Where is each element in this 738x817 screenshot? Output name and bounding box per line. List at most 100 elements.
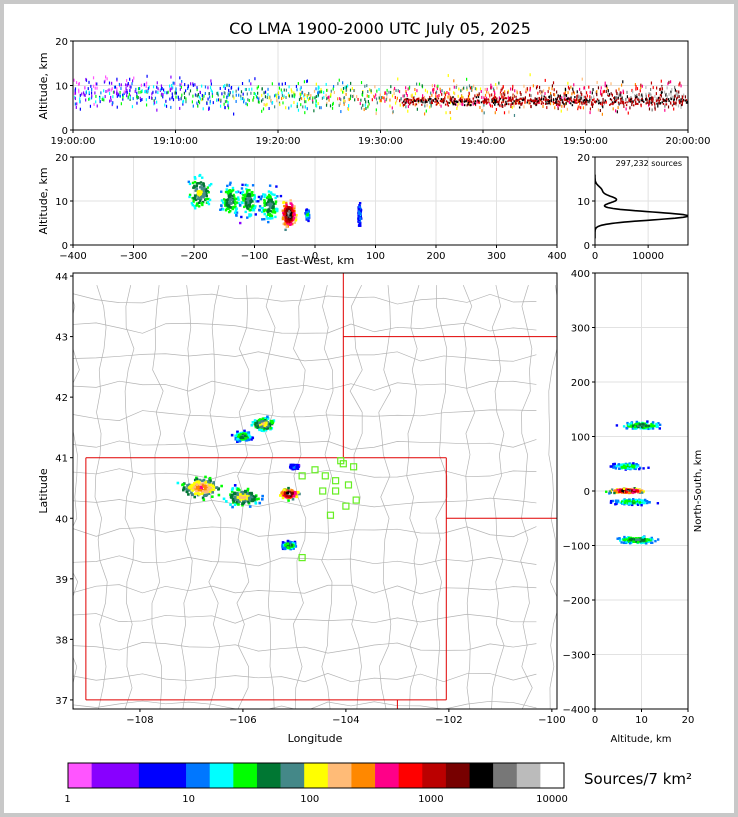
altitude-time-source — [418, 82, 421, 86]
altitude-time-source — [529, 86, 531, 90]
east-west-source — [224, 200, 227, 204]
altitude-time-source — [449, 94, 451, 98]
altitude-time-dense-source — [422, 96, 424, 99]
altitude-time-dense-source — [555, 97, 557, 100]
altitude-time-source — [513, 101, 515, 105]
altitude-time-source — [150, 96, 153, 100]
north-south-source — [635, 487, 638, 491]
altitude-time-dense-source — [663, 100, 665, 103]
north-south-source — [627, 423, 631, 426]
altitude-time-source — [323, 90, 325, 94]
altitude-time-source — [347, 84, 349, 88]
altitude-time-source — [152, 85, 155, 89]
altitude-time-source — [507, 91, 509, 95]
altitude-time-source — [317, 102, 319, 106]
altitude-time-dense-source — [653, 102, 656, 105]
plan-view-source — [236, 437, 239, 441]
east-west-xtick-label: 400 — [547, 251, 566, 262]
altitude-time-source — [591, 104, 594, 108]
plan-view-source — [208, 488, 211, 491]
plan-view-source — [190, 483, 193, 487]
altitude-time-source — [74, 91, 77, 95]
altitude-time-source — [140, 83, 143, 87]
altitude-time-source — [394, 101, 397, 105]
altitude-time-source — [423, 112, 426, 116]
altitude-time-source — [256, 86, 258, 90]
altitude-time-source — [184, 96, 186, 100]
altitude-time-source — [483, 103, 485, 107]
plan-view-source — [197, 492, 200, 495]
east-west-source — [253, 206, 257, 210]
east-west-source — [272, 205, 275, 208]
north-south-source — [634, 498, 637, 502]
colorbar-tick-label: 1 — [64, 794, 70, 805]
altitude-time-source — [235, 99, 237, 103]
altitude-time-source — [172, 98, 175, 102]
altitude-time-source — [125, 87, 127, 91]
east-west-source — [284, 228, 287, 232]
east-west-source — [245, 191, 249, 194]
altitude-time-dense-source — [421, 97, 423, 100]
altitude-time-source — [88, 80, 90, 84]
altitude-time-dense-source — [593, 100, 596, 103]
altitude-time-source — [175, 87, 177, 91]
altitude-time-dense-source — [548, 95, 550, 98]
altitude-time-source — [206, 102, 208, 106]
altitude-time-source — [110, 98, 112, 102]
east-west-source — [231, 194, 234, 198]
altitude-time-source — [306, 96, 309, 100]
altitude-time-source — [597, 86, 600, 90]
altitude-time-source — [580, 96, 582, 100]
east-west-source — [247, 203, 250, 207]
altitude-time-source — [293, 93, 295, 97]
east-west-source — [243, 197, 246, 200]
altitude-time-source — [436, 100, 439, 104]
altitude-time-source — [431, 84, 434, 88]
altitude-time-source — [449, 95, 452, 99]
north-south-source — [641, 423, 644, 426]
altitude-time-dense-source — [682, 98, 685, 101]
altitude-time-source — [343, 96, 346, 100]
altitude-time-source — [360, 98, 362, 102]
longitude-tick-label: −104 — [332, 715, 359, 726]
altitude-time-source — [591, 97, 593, 101]
altitude-time-source — [201, 93, 203, 97]
altitude-time-source — [164, 90, 166, 94]
plan-view-source — [240, 437, 243, 441]
east-west-source — [194, 198, 198, 202]
altitude-time-source — [170, 105, 172, 109]
altitude-time-dense-source — [405, 100, 408, 103]
altitude-time-dense-source — [645, 98, 647, 101]
north-south-source — [649, 427, 652, 430]
altitude-time-source — [229, 91, 231, 95]
altitude-time-dense-source — [651, 103, 653, 106]
plan-view-source — [243, 499, 247, 503]
altitude-time-source — [550, 94, 552, 98]
altitude-time-source — [126, 91, 128, 95]
altitude-time-dense-source — [501, 103, 503, 106]
altitude-time-dense-source — [630, 100, 632, 103]
altitude-time-xtick-label: 19:40:00 — [461, 136, 506, 147]
altitude-time-source — [75, 81, 78, 85]
altitude-time-source — [330, 93, 332, 97]
altitude-time-dense-source — [530, 99, 532, 102]
altitude-time-source — [281, 93, 284, 97]
altitude-time-source — [605, 100, 607, 104]
altitude-time-dense-source — [626, 101, 628, 104]
altitude-time-dense-source — [686, 100, 688, 103]
altitude-time-source — [148, 95, 150, 99]
altitude-time-dense-source — [650, 98, 652, 101]
east-west-source — [260, 210, 264, 214]
altitude-time-source — [455, 85, 457, 89]
altitude-time-source — [602, 97, 604, 101]
altitude-time-source — [502, 104, 504, 108]
east-west-source — [284, 219, 287, 222]
altitude-time-dense-source — [439, 99, 442, 102]
altitude-time-source — [530, 105, 532, 109]
altitude-time-source — [228, 83, 230, 87]
east-west-source — [246, 207, 249, 210]
plan-view-source — [205, 488, 208, 491]
north-south-source — [658, 423, 662, 427]
altitude-time-source — [161, 92, 163, 96]
altitude-time-source — [300, 92, 302, 96]
